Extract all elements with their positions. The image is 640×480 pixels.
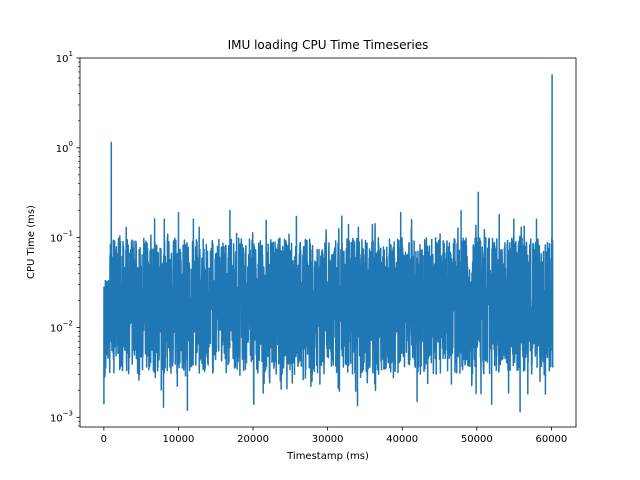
y-tick-label: 10−1 — [50, 230, 73, 245]
x-tick-label: 20000 — [237, 434, 269, 445]
x-axis-label: Timestamp (ms) — [286, 451, 369, 462]
x-tick-label: 30000 — [312, 434, 344, 445]
plot-area — [103, 74, 554, 413]
x-tick-label: 10000 — [163, 434, 195, 445]
y-tick-label: 10−2 — [50, 319, 73, 334]
y-tick-label: 10−3 — [50, 409, 73, 424]
y-tick-label: 101 — [56, 50, 73, 65]
series-line — [103, 74, 554, 413]
x-tick-label: 0 — [101, 434, 107, 445]
x-tick-label: 40000 — [386, 434, 418, 445]
y-axis-label: CPU Time (ms) — [26, 205, 37, 279]
y-tick-label: 100 — [56, 140, 73, 155]
chart-title: IMU loading CPU Time Timeseries — [228, 38, 429, 52]
x-tick-label: 50000 — [461, 434, 493, 445]
x-tick-label: 60000 — [535, 434, 567, 445]
